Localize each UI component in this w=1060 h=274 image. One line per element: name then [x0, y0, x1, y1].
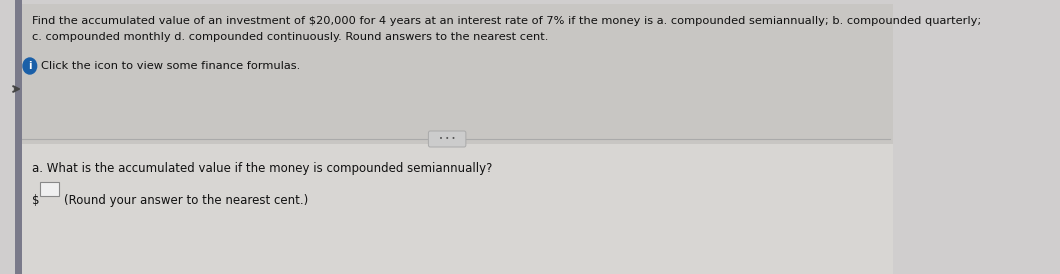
Circle shape — [23, 58, 37, 74]
FancyBboxPatch shape — [15, 0, 22, 274]
FancyBboxPatch shape — [40, 182, 58, 196]
FancyBboxPatch shape — [428, 131, 466, 147]
Text: c. compounded monthly d. compounded continuously. Round answers to the nearest c: c. compounded monthly d. compounded cont… — [33, 32, 549, 42]
Text: i: i — [28, 61, 32, 71]
FancyBboxPatch shape — [15, 4, 893, 144]
Text: a. What is the accumulated value if the money is compounded semiannually?: a. What is the accumulated value if the … — [33, 162, 493, 175]
Text: • • •: • • • — [439, 136, 456, 142]
Text: Find the accumulated value of an investment of $20,000 for 4 years at an interes: Find the accumulated value of an investm… — [33, 16, 982, 26]
FancyBboxPatch shape — [15, 144, 893, 274]
Text: Click the icon to view some finance formulas.: Click the icon to view some finance form… — [41, 61, 300, 71]
Text: (Round your answer to the nearest cent.): (Round your answer to the nearest cent.) — [64, 194, 308, 207]
Text: $: $ — [33, 194, 40, 207]
